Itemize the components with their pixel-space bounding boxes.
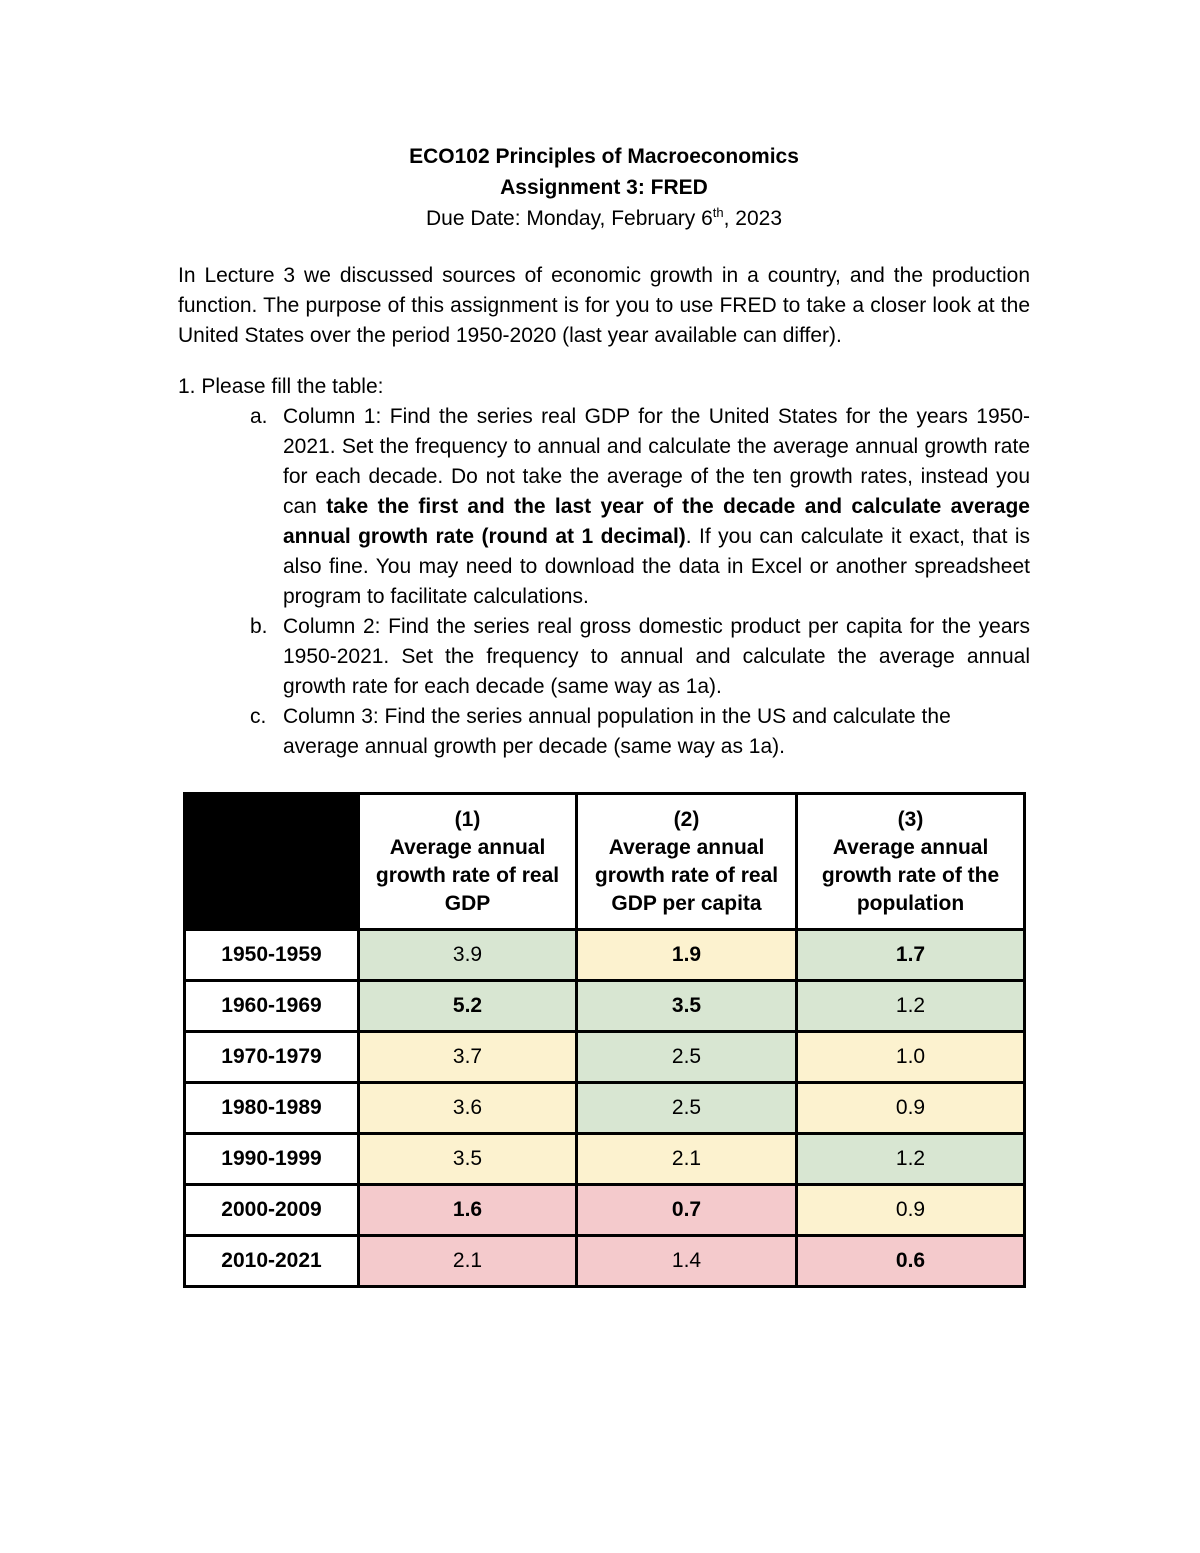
- table-row: 1990-1999 3.5 2.1 1.2: [183, 1132, 1026, 1186]
- value-cell: 2.5: [575, 1030, 798, 1084]
- decade-label: 1990-1999: [183, 1132, 360, 1186]
- table-row: 2010-2021 2.1 1.4 0.6: [183, 1234, 1026, 1288]
- decade-label: 2000-2009: [183, 1183, 360, 1237]
- value-cell: 0.6: [795, 1234, 1026, 1288]
- list-item-c: c. Column 3: Find the series annual popu…: [178, 702, 1030, 762]
- list-marker-a: a.: [250, 405, 268, 428]
- list-item-b-text: Column 2: Find the series real gross dom…: [283, 615, 1030, 698]
- table-row: 2000-2009 1.6 0.7 0.9: [183, 1183, 1026, 1237]
- value-cell: 0.9: [795, 1183, 1026, 1237]
- value-cell: 1.2: [795, 1132, 1026, 1186]
- list-item-a-text: Column 1: Find the series real GDP for t…: [283, 405, 1031, 608]
- list-item-c-text: Column 3: Find the series annual populat…: [283, 705, 951, 758]
- value-cell: 3.9: [357, 928, 578, 982]
- column-header-1: (1) Average annual growth rate of real G…: [357, 792, 578, 931]
- value-cell: 1.4: [575, 1234, 798, 1288]
- decade-label: 1980-1989: [183, 1081, 360, 1135]
- value-cell: 2.1: [357, 1234, 578, 1288]
- column-header-3: (3) Average annual growth rate of the po…: [795, 792, 1026, 931]
- value-cell: 0.9: [795, 1081, 1026, 1135]
- column-number: (3): [897, 807, 924, 831]
- value-cell: 3.5: [575, 979, 798, 1033]
- table-row: 1950-1959 3.9 1.9 1.7: [183, 928, 1026, 982]
- title-block: ECO102 Principles of Macroeconomics Assi…: [178, 141, 1030, 234]
- table-row: 1960-1969 5.2 3.5 1.2: [183, 979, 1026, 1033]
- column-title: Average annual growth rate of real GDP p…: [594, 835, 779, 915]
- decade-label: 1960-1969: [183, 979, 360, 1033]
- decade-label: 1950-1959: [183, 928, 360, 982]
- intro-paragraph: In Lecture 3 we discussed sources of eco…: [178, 264, 1030, 347]
- table-row: 1970-1979 3.7 2.5 1.0: [183, 1030, 1026, 1084]
- value-cell: 3.5: [357, 1132, 578, 1186]
- decade-label: 1970-1979: [183, 1030, 360, 1084]
- value-cell: 2.5: [575, 1081, 798, 1135]
- assignment-title: Assignment 3: FRED: [500, 176, 708, 199]
- table-row: 1980-1989 3.6 2.5 0.9: [183, 1081, 1026, 1135]
- table-corner-cell: [183, 792, 360, 931]
- due-date-line: Due Date: Monday, February 6th, 2023: [178, 203, 1030, 234]
- value-cell: 3.7: [357, 1030, 578, 1084]
- table-header-row: (1) Average annual growth rate of real G…: [183, 792, 1026, 931]
- value-cell: 1.6: [357, 1183, 578, 1237]
- list-item-b: b. Column 2: Find the series real gross …: [178, 612, 1030, 702]
- value-cell: 0.7: [575, 1183, 798, 1237]
- list-item-a: a. Column 1: Find the series real GDP fo…: [178, 402, 1030, 612]
- column-title: Average annual growth rate of the popula…: [821, 835, 1000, 915]
- value-cell: 1.0: [795, 1030, 1026, 1084]
- due-date-text: Due Date: Monday, February 6: [426, 207, 713, 230]
- document-page: ECO102 Principles of Macroeconomics Assi…: [178, 141, 1030, 1288]
- value-cell: 1.9: [575, 928, 798, 982]
- growth-rate-table: (1) Average annual growth rate of real G…: [183, 792, 1026, 1288]
- decade-label: 2010-2021: [183, 1234, 360, 1288]
- column-title: Average annual growth rate of real GDP: [375, 835, 560, 915]
- course-title: ECO102 Principles of Macroeconomics: [409, 145, 799, 168]
- list-heading: 1. Please fill the table:: [178, 375, 384, 398]
- due-date-year: , 2023: [723, 207, 782, 230]
- column-number: (2): [673, 807, 700, 831]
- value-cell: 5.2: [357, 979, 578, 1033]
- value-cell: 1.2: [795, 979, 1026, 1033]
- column-number: (1): [454, 807, 481, 831]
- list-marker-b: b.: [250, 615, 268, 638]
- list-marker-c: c.: [250, 705, 267, 728]
- value-cell: 2.1: [575, 1132, 798, 1186]
- value-cell: 1.7: [795, 928, 1026, 982]
- bold-instruction: take the first and the last year of the …: [283, 495, 1030, 548]
- due-date-superscript: th: [712, 205, 724, 220]
- column-header-2: (2) Average annual growth rate of real G…: [575, 792, 798, 931]
- value-cell: 3.6: [357, 1081, 578, 1135]
